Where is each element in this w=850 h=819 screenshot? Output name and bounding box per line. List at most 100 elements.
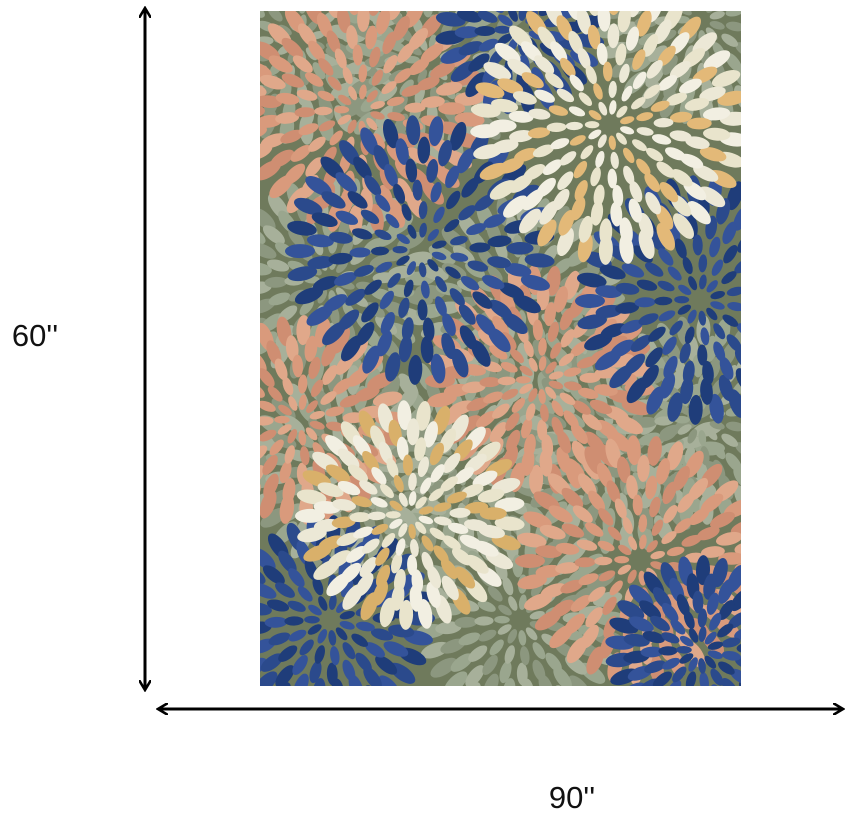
petal — [735, 656, 741, 669]
petal — [580, 145, 594, 160]
petal — [269, 439, 284, 456]
petal — [395, 178, 413, 203]
petal — [450, 121, 467, 151]
petal — [745, 215, 772, 244]
petal — [220, 88, 251, 119]
petal — [494, 42, 521, 64]
petal — [401, 84, 422, 97]
petal — [662, 657, 680, 670]
petal — [348, 475, 371, 500]
petal — [692, 590, 704, 614]
petal — [260, 621, 272, 635]
petal — [704, 655, 717, 669]
petal — [725, 421, 741, 432]
petal — [365, 25, 378, 50]
petal — [393, 15, 410, 41]
petal — [449, 288, 465, 306]
petal — [379, 597, 395, 628]
petal — [260, 133, 287, 149]
petal — [620, 126, 635, 135]
petal — [295, 508, 325, 523]
petal — [314, 106, 333, 116]
petal — [679, 635, 694, 647]
petal — [478, 629, 497, 642]
petal — [663, 505, 678, 524]
petal — [721, 433, 739, 447]
petal — [296, 489, 327, 505]
petal — [305, 157, 323, 178]
petal — [442, 313, 456, 336]
petal — [228, 241, 261, 263]
petal — [508, 11, 518, 22]
petal — [653, 117, 674, 128]
petal — [600, 323, 627, 339]
petal — [627, 569, 637, 584]
petal — [742, 12, 765, 24]
petal — [550, 138, 570, 150]
petal — [385, 511, 401, 519]
petal — [685, 136, 710, 149]
petal — [789, 319, 822, 341]
petal — [318, 535, 345, 551]
petal — [645, 262, 664, 277]
petal — [459, 534, 483, 550]
petal — [262, 225, 285, 245]
petal — [440, 558, 458, 580]
petal — [482, 655, 498, 675]
petal — [656, 161, 675, 178]
petal — [497, 78, 524, 94]
petal — [599, 264, 626, 280]
petal — [546, 122, 567, 133]
petal — [789, 257, 822, 279]
petal — [371, 523, 389, 535]
petal — [351, 633, 369, 647]
petal — [663, 355, 678, 379]
petal — [459, 325, 477, 350]
petal — [770, 216, 802, 246]
petal — [260, 416, 274, 426]
petal — [433, 0, 449, 3]
petal — [539, 404, 549, 422]
petal — [548, 505, 573, 523]
petal — [366, 90, 378, 103]
petal — [366, 117, 378, 131]
petal — [335, 210, 359, 225]
petal — [527, 127, 551, 139]
petal — [220, 0, 249, 22]
petal — [589, 399, 613, 415]
petal — [536, 177, 556, 198]
petal — [521, 678, 535, 686]
petal — [401, 203, 412, 221]
petal — [376, 11, 391, 35]
petal — [292, 55, 313, 73]
petal — [687, 201, 711, 225]
petal — [617, 11, 631, 33]
petal — [622, 516, 633, 535]
petal — [669, 111, 693, 123]
petal — [657, 45, 676, 67]
petal — [661, 602, 679, 622]
petal — [520, 274, 550, 291]
petal — [532, 659, 546, 682]
petal — [220, 468, 251, 499]
petal — [619, 217, 633, 245]
petal — [516, 662, 528, 686]
petal — [325, 421, 345, 432]
petal — [661, 531, 677, 545]
petal — [688, 657, 698, 672]
petal — [576, 356, 597, 369]
petal — [750, 635, 778, 650]
petal — [407, 224, 417, 239]
petal — [673, 213, 694, 239]
petal — [755, 602, 788, 628]
petal — [545, 361, 557, 374]
petal — [468, 645, 488, 662]
petal — [454, 91, 485, 106]
petal — [440, 476, 458, 492]
petal — [558, 353, 574, 367]
petal — [421, 535, 434, 552]
petal — [742, 378, 769, 411]
petal — [460, 276, 480, 291]
petal — [563, 410, 579, 428]
